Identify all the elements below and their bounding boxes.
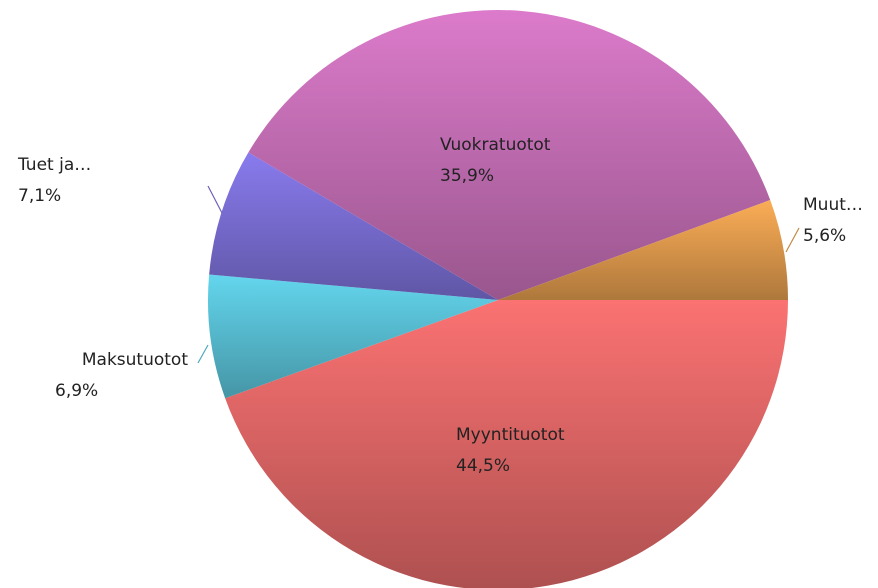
slice-value-label: 44,5% xyxy=(456,456,510,476)
slice-value-label: 6,9% xyxy=(55,381,98,401)
slice-value-label: 35,9% xyxy=(440,166,494,186)
slice-value-label: 5,6% xyxy=(803,226,846,246)
pie-slice xyxy=(209,152,498,300)
leader-line xyxy=(207,185,223,214)
slice-label: Vuokratuotot xyxy=(440,135,551,155)
pie-slice xyxy=(208,274,498,399)
leader-line xyxy=(785,227,800,253)
pie-slice xyxy=(498,200,788,300)
slice-label: Myyntituotot xyxy=(456,425,565,445)
pie-slice xyxy=(248,9,771,300)
slice-value-label: 7,1% xyxy=(18,186,61,206)
slice-label: Maksutuotot xyxy=(82,350,188,370)
pie-slice xyxy=(225,300,788,588)
leader-line xyxy=(197,344,209,364)
slice-label: Tuet ja… xyxy=(17,155,91,175)
slice-label: Muut… xyxy=(803,195,863,215)
